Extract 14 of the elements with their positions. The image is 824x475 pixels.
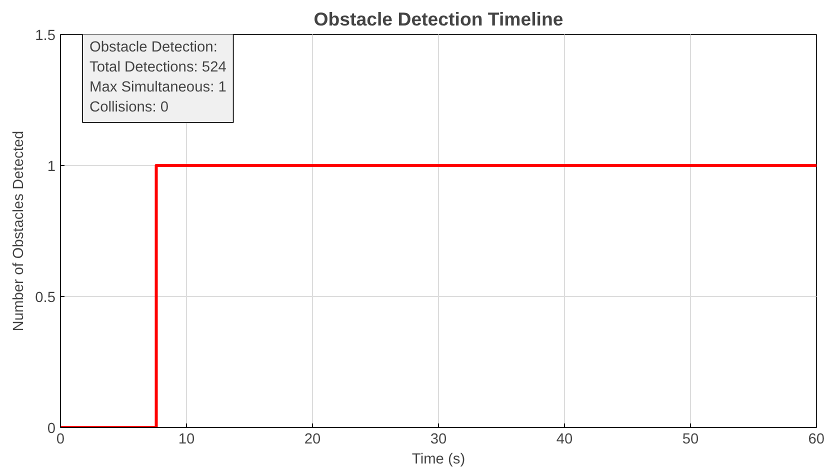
y-tick-label: 0 — [47, 421, 56, 437]
x-tick-label: 50 — [682, 432, 699, 448]
x-tick-label: 20 — [304, 432, 321, 448]
x-tick-label: 40 — [556, 432, 573, 448]
y-tick-label: 0.5 — [35, 290, 56, 306]
x-tick-label: 10 — [178, 432, 195, 448]
x-axis-title: Time (s) — [412, 452, 466, 468]
y-tick-label: 1.5 — [35, 28, 56, 44]
x-tick-label: 30 — [430, 432, 447, 448]
y-axis-title: Number of Obstacles Detected — [11, 130, 28, 332]
x-tick-label: 60 — [808, 432, 824, 448]
y-tick-label: 1 — [47, 159, 56, 175]
annotation: Obstacle Detection: Total Detections: 524 Max Simultaneous: 1 Collisions: 0 — [90, 40, 226, 116]
chart-title: Obstacle Detection Timeline — [314, 8, 564, 30]
